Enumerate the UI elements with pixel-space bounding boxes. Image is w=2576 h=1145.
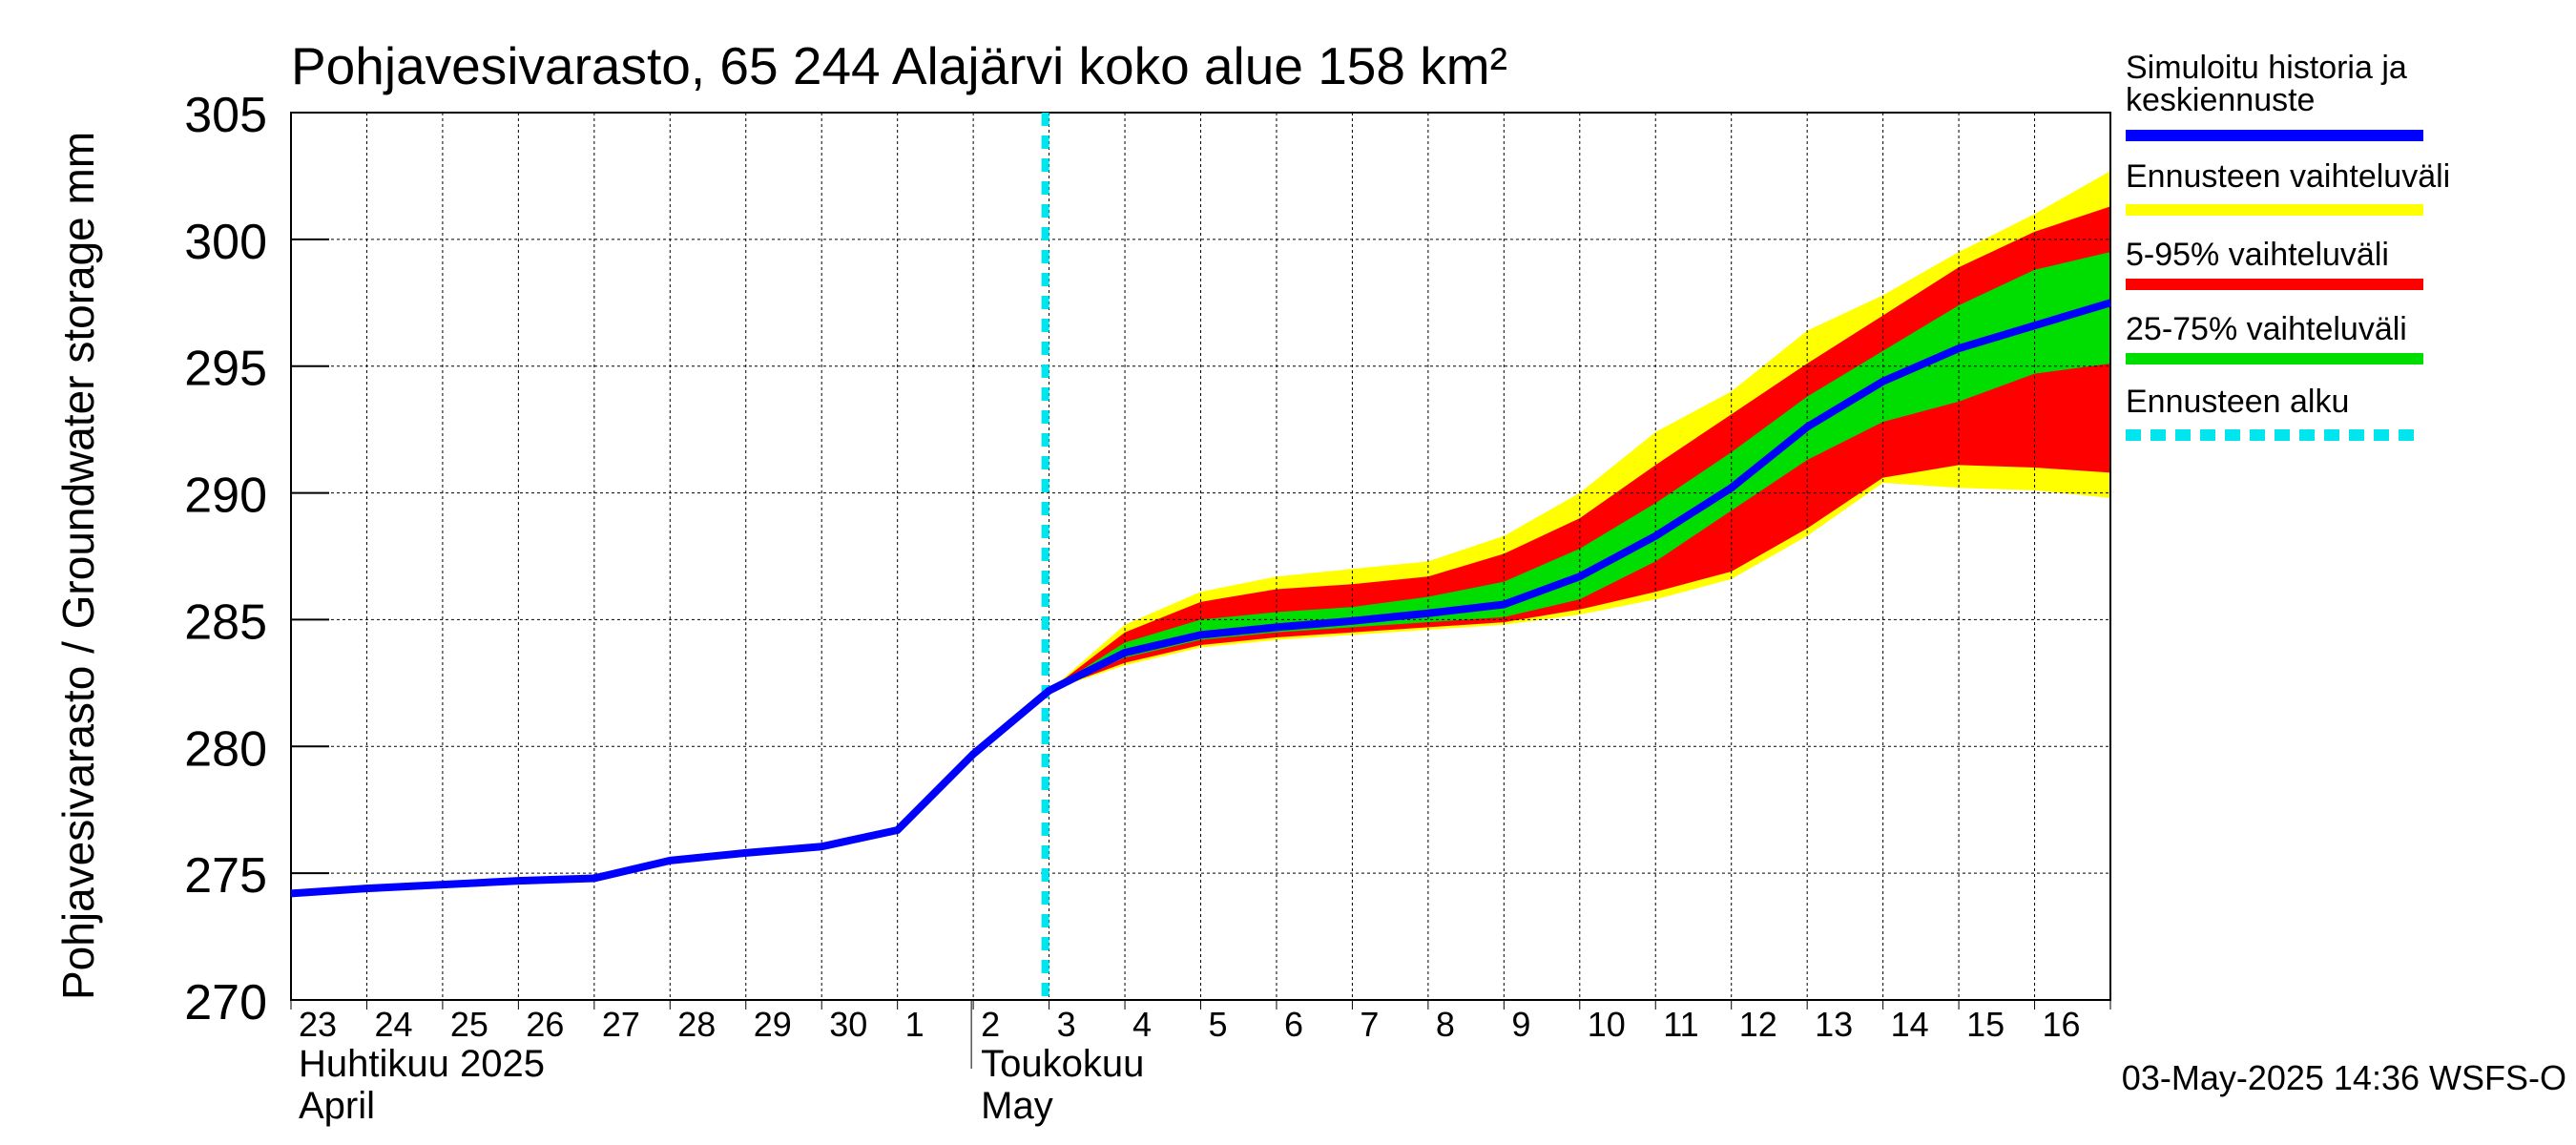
x-tick-label: 26 [526, 1005, 564, 1044]
month-label: Huhtikuu 2025 [299, 1043, 545, 1085]
footer-timestamp: 03-May-2025 14:36 WSFS-O [2122, 1058, 2566, 1097]
x-tick-label: 16 [2043, 1005, 2081, 1044]
x-tick-label: 12 [1739, 1005, 1777, 1044]
legend-label: keskiennuste [2126, 82, 2315, 118]
x-tick-label: 24 [374, 1005, 412, 1044]
legend-label: Ennusteen alku [2126, 384, 2349, 420]
x-tick-label: 30 [829, 1005, 867, 1044]
x-tick-label: 13 [1815, 1005, 1853, 1044]
series-line-main [290, 299, 2112, 898]
x-tick-label: 10 [1588, 1005, 1626, 1044]
legend-label: Simuloitu historia ja [2126, 50, 2407, 86]
month-label-en: May [981, 1085, 1053, 1127]
legend-label: 5-95% vaihteluväli [2126, 237, 2389, 273]
series-lines [290, 299, 2112, 898]
y-tick-label: 295 [184, 342, 267, 397]
x-tick-label: 9 [1511, 1005, 1530, 1044]
x-tick-label: 15 [1966, 1005, 2005, 1044]
month-label: Toukokuu [981, 1043, 1144, 1085]
x-tick-label: 27 [602, 1005, 640, 1044]
legend-label: Ennusteen vaihteluväli [2126, 158, 2450, 195]
y-tick-label: 270 [184, 975, 267, 1030]
y-tick-label: 285 [184, 594, 267, 650]
axes [290, 112, 2111, 1069]
x-tick-label: 1 [905, 1005, 924, 1044]
x-tick-label: 29 [754, 1005, 792, 1044]
x-tick-label: 23 [299, 1005, 337, 1044]
x-tick-label: 8 [1436, 1005, 1455, 1044]
x-tick-label: 4 [1132, 1005, 1152, 1044]
x-tick-label: 28 [677, 1005, 716, 1044]
x-tick-label: 7 [1360, 1005, 1379, 1044]
chart-title: Pohjavesivarasto, 65 244 Alajärvi koko a… [291, 36, 1507, 95]
y-tick-label: 275 [184, 848, 267, 904]
legend-label: 25-75% vaihteluväli [2126, 311, 2407, 347]
x-tick-label: 2 [981, 1005, 1000, 1044]
x-tick-label: 3 [1057, 1005, 1076, 1044]
x-tick-label: 6 [1284, 1005, 1303, 1044]
x-tick-label: 5 [1209, 1005, 1228, 1044]
x-tick-label: 14 [1891, 1005, 1929, 1044]
y-tick-label: 300 [184, 215, 267, 270]
y-tick-label: 290 [184, 468, 267, 524]
y-axis-label: Pohjavesivarasto / Groundwater storage m… [53, 132, 103, 1000]
x-tick-label: 11 [1663, 1005, 1698, 1044]
y-tick-label: 280 [184, 721, 267, 777]
x-tick-label: 25 [450, 1005, 488, 1044]
month-label-en: April [299, 1085, 375, 1127]
grid-lines [291, 113, 2110, 1000]
y-tick-label: 305 [184, 88, 267, 143]
